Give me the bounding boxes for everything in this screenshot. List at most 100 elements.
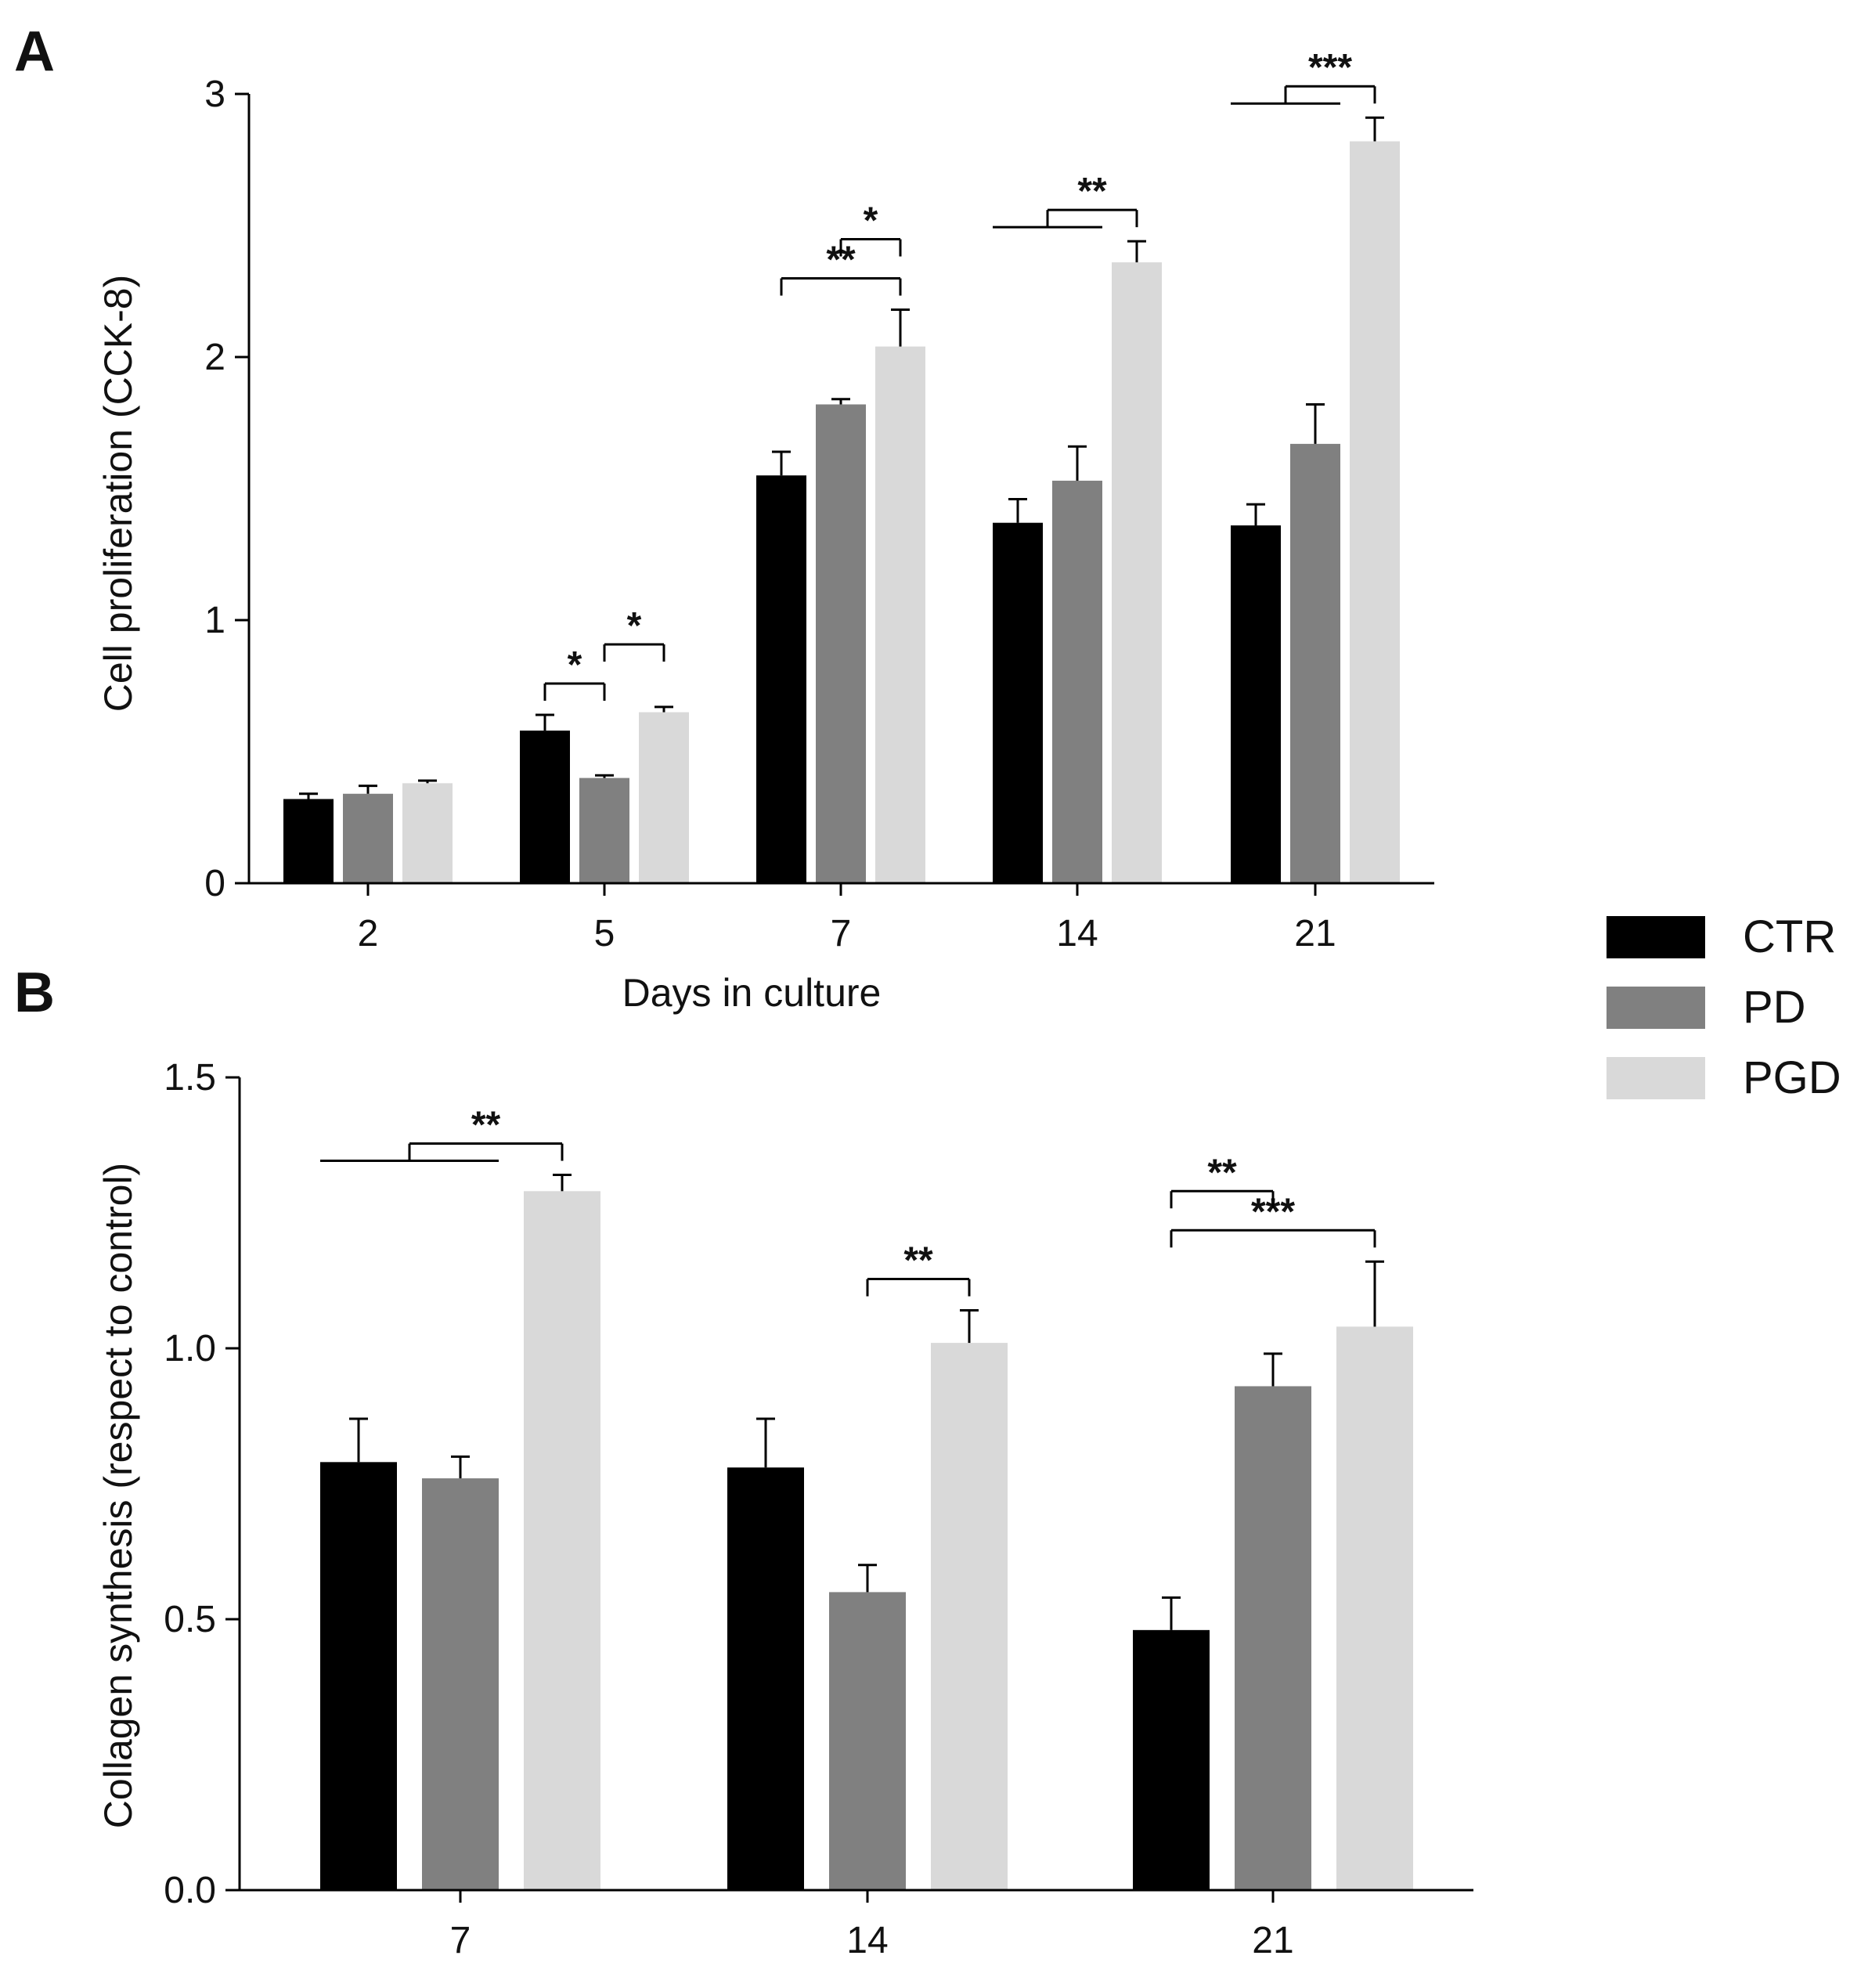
bar-ctr-21 [1231,525,1281,883]
legend-label: CTR [1743,911,1836,962]
error-bar-ctr-7 [772,450,791,476]
bar-pgd-2 [402,783,453,883]
error-bar-pgd-21 [1365,1260,1384,1327]
x-tick-label: 21 [1294,913,1336,954]
legend-swatch [1607,987,1705,1029]
significance-label: ** [1077,171,1107,212]
bar-ctr-21 [1133,1629,1210,1890]
x-tick-label: 14 [846,1920,888,1961]
y-tick-label: 0.0 [164,1870,216,1911]
bar-ctr-7 [320,1462,397,1890]
significance-bracket: ** [993,171,1138,229]
error-bar-ctr-14 [756,1417,775,1468]
y-tick-label: 3 [204,74,225,115]
error-bar-pgd-21 [1365,116,1384,142]
y-tick-label: 1 [204,600,225,641]
panel-a-bars [283,141,1400,884]
significance-label: ** [1207,1152,1237,1193]
panel-a-letter: A [14,20,55,83]
bar-pgd-14 [931,1343,1008,1890]
error-bar-ctr-2 [299,792,318,799]
bar-pd-21 [1290,443,1340,883]
error-bar-pd-2 [359,785,377,794]
error-bar-pd-7 [451,1455,470,1479]
error-bar-ctr-5 [536,713,554,731]
x-tick-label: 21 [1252,1920,1293,1961]
significance-label: *** [1308,47,1352,88]
error-bar-ctr-7 [349,1417,368,1463]
legend-swatch [1607,916,1705,958]
panel-a-x-axis-label: Days in culture [622,971,882,1015]
panel-b-error-bars [349,1174,1384,1630]
error-bar-pd-14 [858,1564,877,1593]
error-bar-pgd-7 [553,1174,572,1192]
panel-a-y-axis-label: Cell proliferation (CCK-8) [96,275,140,713]
legend-entry-pd: PD [1607,982,1806,1033]
error-bar-pgd-2 [418,779,437,784]
bar-ctr-5 [520,731,570,883]
legend-label: PD [1743,982,1806,1033]
y-tick-label: 0.5 [164,1599,216,1640]
significance-bracket: * [603,605,665,662]
y-tick-label: 2 [204,337,225,378]
legend: CTR PD PGD [1607,911,1841,1103]
error-bar-pgd-14 [960,1309,979,1344]
legend-label: PGD [1743,1052,1841,1103]
significance-bracket: ** [320,1105,564,1163]
legend-entry-ctr: CTR [1607,911,1836,962]
y-tick-label: 0 [204,863,225,904]
panel-a-y-ticks: 0 1 2 3 [204,74,249,904]
bar-ctr-7 [756,475,806,883]
panel-b-axes [238,1077,1473,1892]
bar-pd-7 [422,1478,499,1890]
significance-label: ** [471,1105,501,1146]
bar-ctr-14 [993,522,1043,883]
panel-b-x-ticks: 7 14 21 [450,1890,1294,1961]
bar-pd-21 [1235,1386,1311,1890]
error-bar-ctr-21 [1246,503,1265,526]
error-bar-ctr-14 [1008,497,1027,523]
panel-b-y-axis-label: Collagen synthesis (respect to control) [96,1163,140,1828]
bar-pd-14 [1052,480,1102,883]
x-tick-label: 2 [358,913,379,954]
panel-b: B ********* 0.00.51.01.5 7 14 21 Collagen … [14,962,1473,1961]
error-bar-pd-7 [831,398,850,405]
significance-label: * [627,605,642,647]
panel-b-y-ticks: 0.0 0.5 1.0 1.5 [164,1057,240,1911]
error-bar-pgd-14 [1127,240,1146,263]
error-bar-ctr-21 [1162,1596,1181,1630]
panel-a-significance: ********** [543,47,1376,701]
error-bar-pgd-5 [655,705,673,713]
bar-pgd-14 [1112,262,1162,883]
bar-pd-5 [579,778,629,883]
significance-bracket: * [839,200,902,257]
y-tick-label: 1.0 [164,1328,216,1369]
significance-label: * [568,644,582,686]
bar-pgd-7 [524,1191,600,1890]
significance-bracket: * [543,644,606,701]
error-bar-pd-21 [1264,1352,1282,1387]
panel-b-letter: B [14,962,55,1024]
significance-bracket: *** [1231,47,1376,105]
legend-swatch [1607,1057,1705,1099]
x-tick-label: 14 [1056,913,1098,954]
panel-a-x-ticks: 2 5 7 14 21 [358,883,1336,954]
x-tick-label: 5 [594,913,615,954]
bar-pgd-21 [1336,1326,1413,1890]
error-bar-pd-14 [1068,445,1087,481]
legend-entry-pgd: PGD [1607,1052,1841,1103]
bar-pd-14 [829,1592,906,1890]
y-tick-label: 1.5 [164,1057,216,1099]
significance-bracket: ** [1170,1152,1275,1209]
significance-bracket: ** [780,240,902,296]
panel-b-bars [320,1191,1413,1890]
x-tick-label: 7 [450,1920,471,1961]
panel-a-error-bars [299,116,1384,799]
bar-ctr-14 [727,1467,804,1890]
significance-bracket: ** [866,1240,971,1297]
significance-label: * [864,200,878,242]
error-bar-pd-21 [1306,402,1325,444]
significance-label: ** [903,1240,933,1282]
bar-ctr-2 [283,799,334,883]
